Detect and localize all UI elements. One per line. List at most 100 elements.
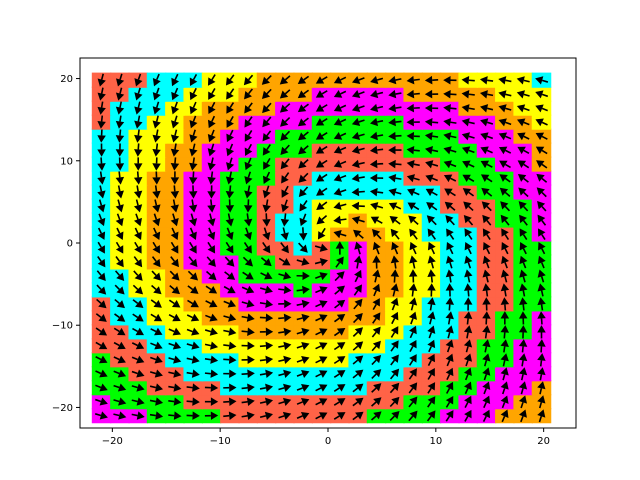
vector-arrow bbox=[115, 185, 124, 199]
vector-arrow bbox=[149, 397, 164, 406]
vector-arrow bbox=[464, 409, 472, 422]
vector-arrow bbox=[168, 397, 182, 406]
vector-arrow bbox=[351, 187, 365, 197]
vector-arrow bbox=[406, 75, 420, 85]
vector-arrow bbox=[241, 313, 255, 322]
vector-arrow bbox=[262, 171, 271, 185]
vector-arrow bbox=[95, 397, 108, 406]
vector-arrow bbox=[297, 117, 309, 127]
vector-arrow bbox=[115, 129, 125, 143]
vector-arrow bbox=[353, 298, 363, 310]
vector-arrow bbox=[445, 269, 455, 283]
vector-arrow bbox=[97, 241, 105, 254]
vector-arrow bbox=[115, 87, 125, 101]
vector-arrow bbox=[134, 115, 143, 129]
vector-arrow bbox=[207, 185, 216, 199]
vector-arrow bbox=[315, 328, 328, 336]
vector-arrow bbox=[224, 271, 236, 280]
x-tick-label: 0 bbox=[325, 436, 331, 447]
vector-arrow bbox=[207, 157, 216, 171]
vector-arrow bbox=[170, 143, 180, 157]
vector-arrow bbox=[131, 383, 145, 392]
vector-arrow bbox=[243, 227, 252, 241]
vector-arrow bbox=[296, 341, 310, 351]
vector-arrow bbox=[296, 313, 310, 323]
vector-arrow bbox=[463, 311, 473, 325]
vector-arrow bbox=[113, 355, 126, 364]
vector-arrow bbox=[280, 158, 290, 170]
vector-arrow bbox=[170, 129, 180, 143]
vector-arrow bbox=[95, 313, 107, 322]
vector-arrow bbox=[116, 73, 125, 87]
vector-arrow bbox=[519, 214, 528, 226]
vector-arrow bbox=[113, 341, 126, 350]
vector-arrow bbox=[223, 369, 237, 378]
vector-arrow bbox=[115, 199, 124, 213]
vector-arrow bbox=[152, 157, 161, 171]
vector-arrow bbox=[262, 102, 272, 114]
vector-arrow bbox=[260, 271, 273, 280]
vector-arrow bbox=[279, 89, 291, 99]
vector-arrow bbox=[390, 326, 399, 338]
vector-arrow bbox=[519, 255, 528, 269]
vector-arrow bbox=[133, 270, 143, 281]
vector-arrow bbox=[538, 242, 546, 255]
vector-arrow bbox=[535, 76, 549, 85]
vector-arrow bbox=[97, 101, 106, 115]
vector-arrow bbox=[388, 75, 402, 85]
vector-arrow bbox=[461, 90, 475, 99]
vector-arrow bbox=[152, 199, 161, 213]
vector-arrow bbox=[297, 75, 310, 85]
vector-arrow bbox=[315, 118, 328, 126]
vector-arrow bbox=[390, 297, 399, 311]
vector-arrow bbox=[481, 187, 493, 197]
vector-arrow bbox=[498, 76, 512, 85]
vector-arrow bbox=[334, 285, 345, 295]
vector-arrow bbox=[482, 367, 491, 381]
vector-arrow bbox=[223, 327, 237, 336]
vector-arrow bbox=[152, 101, 161, 115]
vector-arrow bbox=[445, 353, 454, 367]
vector-arrow bbox=[427, 241, 436, 255]
vector-arrow bbox=[461, 76, 475, 85]
vector-arrow bbox=[259, 355, 274, 365]
vector-arrow bbox=[296, 412, 310, 420]
vector-arrow bbox=[518, 311, 528, 325]
vector-arrow bbox=[408, 354, 417, 366]
vector-arrow bbox=[536, 187, 547, 198]
vector-arrow bbox=[134, 73, 143, 87]
vector-arrow bbox=[501, 242, 509, 255]
vector-arrow bbox=[189, 74, 198, 87]
vector-arrow bbox=[500, 311, 510, 325]
vector-arrow bbox=[424, 75, 439, 85]
vector-arrow bbox=[241, 355, 255, 365]
vector-arrow bbox=[482, 325, 491, 339]
vector-arrow bbox=[537, 311, 546, 325]
vector-arrow bbox=[333, 145, 347, 154]
vector-arrow bbox=[537, 228, 546, 241]
vector-arrow bbox=[498, 104, 512, 113]
vector-arrow bbox=[372, 241, 381, 255]
vector-arrow bbox=[225, 171, 235, 185]
vector-arrow bbox=[537, 214, 547, 226]
vector-arrow bbox=[186, 369, 200, 378]
vector-arrow bbox=[114, 270, 125, 281]
vector-arrow bbox=[425, 146, 439, 155]
vector-arrow bbox=[482, 214, 492, 226]
vector-arrow bbox=[189, 101, 198, 115]
vector-arrow bbox=[134, 143, 143, 157]
vector-arrow bbox=[315, 370, 328, 378]
vector-arrow bbox=[169, 285, 181, 295]
vector-arrow bbox=[498, 90, 512, 99]
vector-arrow bbox=[425, 160, 439, 169]
vector-arrow bbox=[518, 187, 529, 198]
vector-arrow bbox=[353, 255, 363, 269]
vector-arrow bbox=[259, 299, 274, 308]
vector-arrow bbox=[314, 243, 328, 252]
vector-arrow bbox=[189, 143, 198, 157]
vector-arrow bbox=[131, 355, 145, 364]
vector-arrow bbox=[278, 299, 292, 309]
vector-arrow bbox=[298, 227, 308, 241]
vector-arrow bbox=[370, 202, 384, 211]
vector-arrow bbox=[115, 115, 125, 129]
